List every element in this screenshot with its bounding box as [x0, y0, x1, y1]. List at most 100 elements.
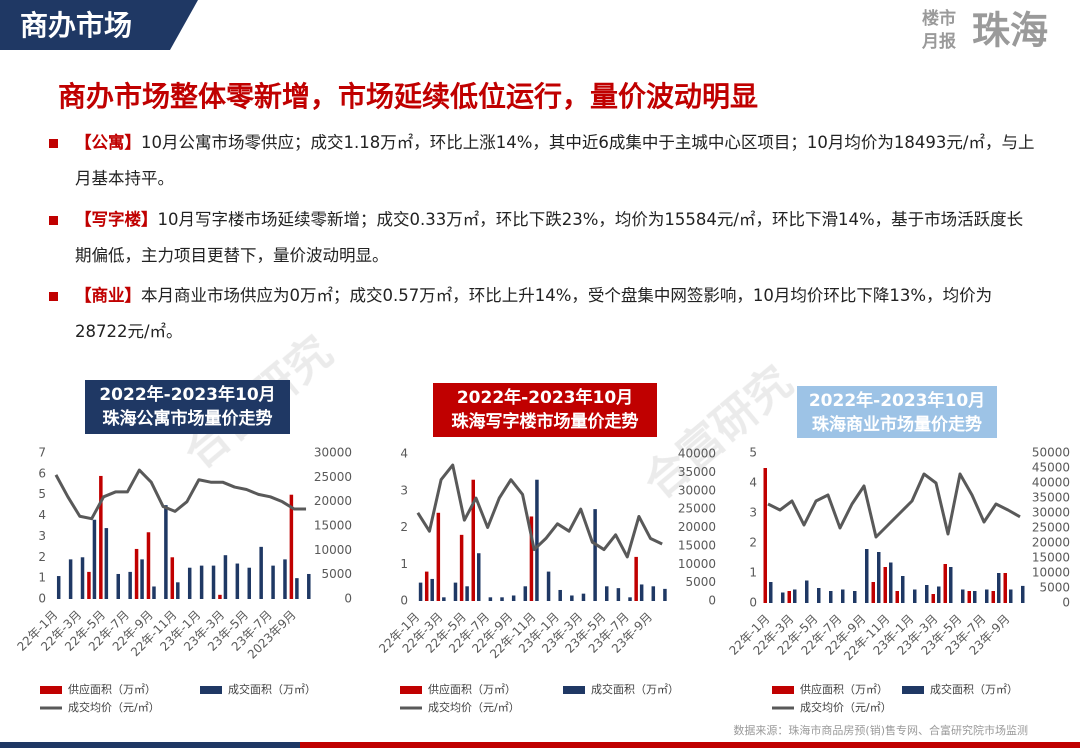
chart-title: 2022年-2023年10月	[809, 390, 985, 411]
y-tick-label: 7	[38, 446, 46, 460]
y-tick-label: 2	[400, 520, 408, 534]
footer-bar	[0, 742, 300, 748]
bar	[931, 594, 935, 603]
y-tick-label: 4	[400, 447, 408, 461]
bar	[628, 597, 632, 601]
y2-tick-label: 25000	[678, 502, 716, 516]
y-tick-label: 0	[400, 594, 408, 608]
chart-subtitle: 珠海商业市场量价走势	[812, 414, 982, 435]
bar	[829, 591, 833, 603]
bar	[973, 591, 977, 603]
y2-tick-label: 5000	[685, 575, 716, 589]
bar	[235, 563, 240, 599]
bar	[841, 589, 845, 603]
bar	[651, 586, 656, 601]
bar	[289, 494, 294, 599]
legend-label: 供应面积（万㎡）	[68, 682, 156, 696]
y2-tick-label: 40000	[678, 447, 716, 461]
bar	[901, 576, 905, 603]
bar	[223, 555, 228, 599]
bar	[146, 532, 151, 599]
bar	[787, 591, 791, 603]
y2-tick-label: 0	[708, 594, 716, 608]
bar	[769, 582, 773, 603]
bar	[1021, 585, 1025, 603]
legend-swatch	[902, 686, 924, 694]
bar	[459, 534, 464, 601]
bar	[535, 479, 539, 601]
y2-tick-label: 30000	[678, 483, 716, 497]
y-tick-label: 1	[38, 571, 46, 585]
bullet: 【商业】本月商业市场供应为0万㎡；成交0.57万㎡，环比上升14%，受个盘集中网…	[49, 278, 1035, 350]
tag-bg	[0, 0, 198, 50]
y2-tick-label: 20000	[1032, 536, 1070, 550]
bar	[961, 589, 965, 603]
headline: 商办市场整体零新增，市场延续低位运行，量价波动明显	[58, 80, 758, 113]
y-tick-label: 6	[38, 466, 46, 480]
bar	[889, 562, 893, 603]
bar	[1003, 573, 1007, 603]
bar	[424, 571, 429, 601]
bar	[663, 588, 667, 601]
watermark: 合富研究	[634, 356, 802, 508]
bar	[871, 582, 875, 603]
bar	[937, 586, 941, 603]
bar	[259, 546, 263, 599]
bar	[271, 565, 275, 599]
bar	[56, 576, 61, 599]
bar	[634, 556, 638, 601]
bar	[442, 597, 446, 601]
bar	[104, 528, 109, 599]
bar	[817, 588, 821, 603]
y2-tick-label: 15000	[1032, 551, 1070, 565]
bar	[511, 595, 516, 601]
y2-tick-label: 40000	[1032, 476, 1070, 490]
bar	[418, 582, 423, 601]
legend-swatch	[563, 686, 585, 694]
logo-bottom: 月报	[921, 31, 956, 52]
legend-swatch	[400, 686, 422, 694]
legend-label: 供应面积（万㎡）	[428, 682, 516, 696]
y-tick-label: 2	[38, 550, 46, 564]
source: 数据来源：珠海市商品房预(销)售专网、合富研究院市场监测	[733, 723, 1028, 737]
bar	[616, 588, 621, 601]
bar	[471, 479, 475, 601]
chart-title: 2022年-2023年10月	[457, 387, 633, 408]
y2-tick-label: 20000	[678, 520, 716, 534]
bar	[295, 578, 299, 599]
logo-top: 楼市	[922, 8, 956, 29]
bar	[639, 584, 644, 601]
bar	[985, 589, 989, 603]
bar	[465, 586, 469, 601]
bar	[943, 564, 947, 603]
y-tick-label: 0	[749, 596, 757, 610]
legend-label: 成交面积（万㎡）	[591, 682, 679, 696]
bar	[877, 552, 881, 603]
legend-swatch	[40, 686, 62, 694]
bar	[558, 589, 562, 601]
bar	[247, 567, 251, 599]
bar	[140, 559, 144, 599]
legend-swatch	[200, 686, 222, 694]
footer-bar	[300, 742, 1080, 748]
y-tick-label: 4	[749, 476, 757, 490]
bar	[92, 519, 97, 599]
bar	[430, 578, 434, 601]
bar	[546, 571, 551, 601]
legend-label: 成交均价（元/㎡）	[68, 700, 160, 714]
y-tick-label: 1	[400, 557, 408, 571]
bar	[80, 557, 85, 599]
bar	[170, 557, 175, 599]
y2-tick-label: 10000	[1032, 566, 1070, 580]
y2-tick-label: 50000	[1032, 446, 1070, 460]
y-tick-label: 1	[749, 566, 757, 580]
chart-title-bg	[433, 383, 657, 437]
bar	[477, 553, 481, 601]
y-tick-label: 4	[38, 508, 46, 522]
bar	[913, 589, 917, 603]
y2-tick-label: 25000	[314, 470, 352, 484]
y-tick-label: 3	[749, 506, 757, 520]
bar	[949, 567, 953, 603]
